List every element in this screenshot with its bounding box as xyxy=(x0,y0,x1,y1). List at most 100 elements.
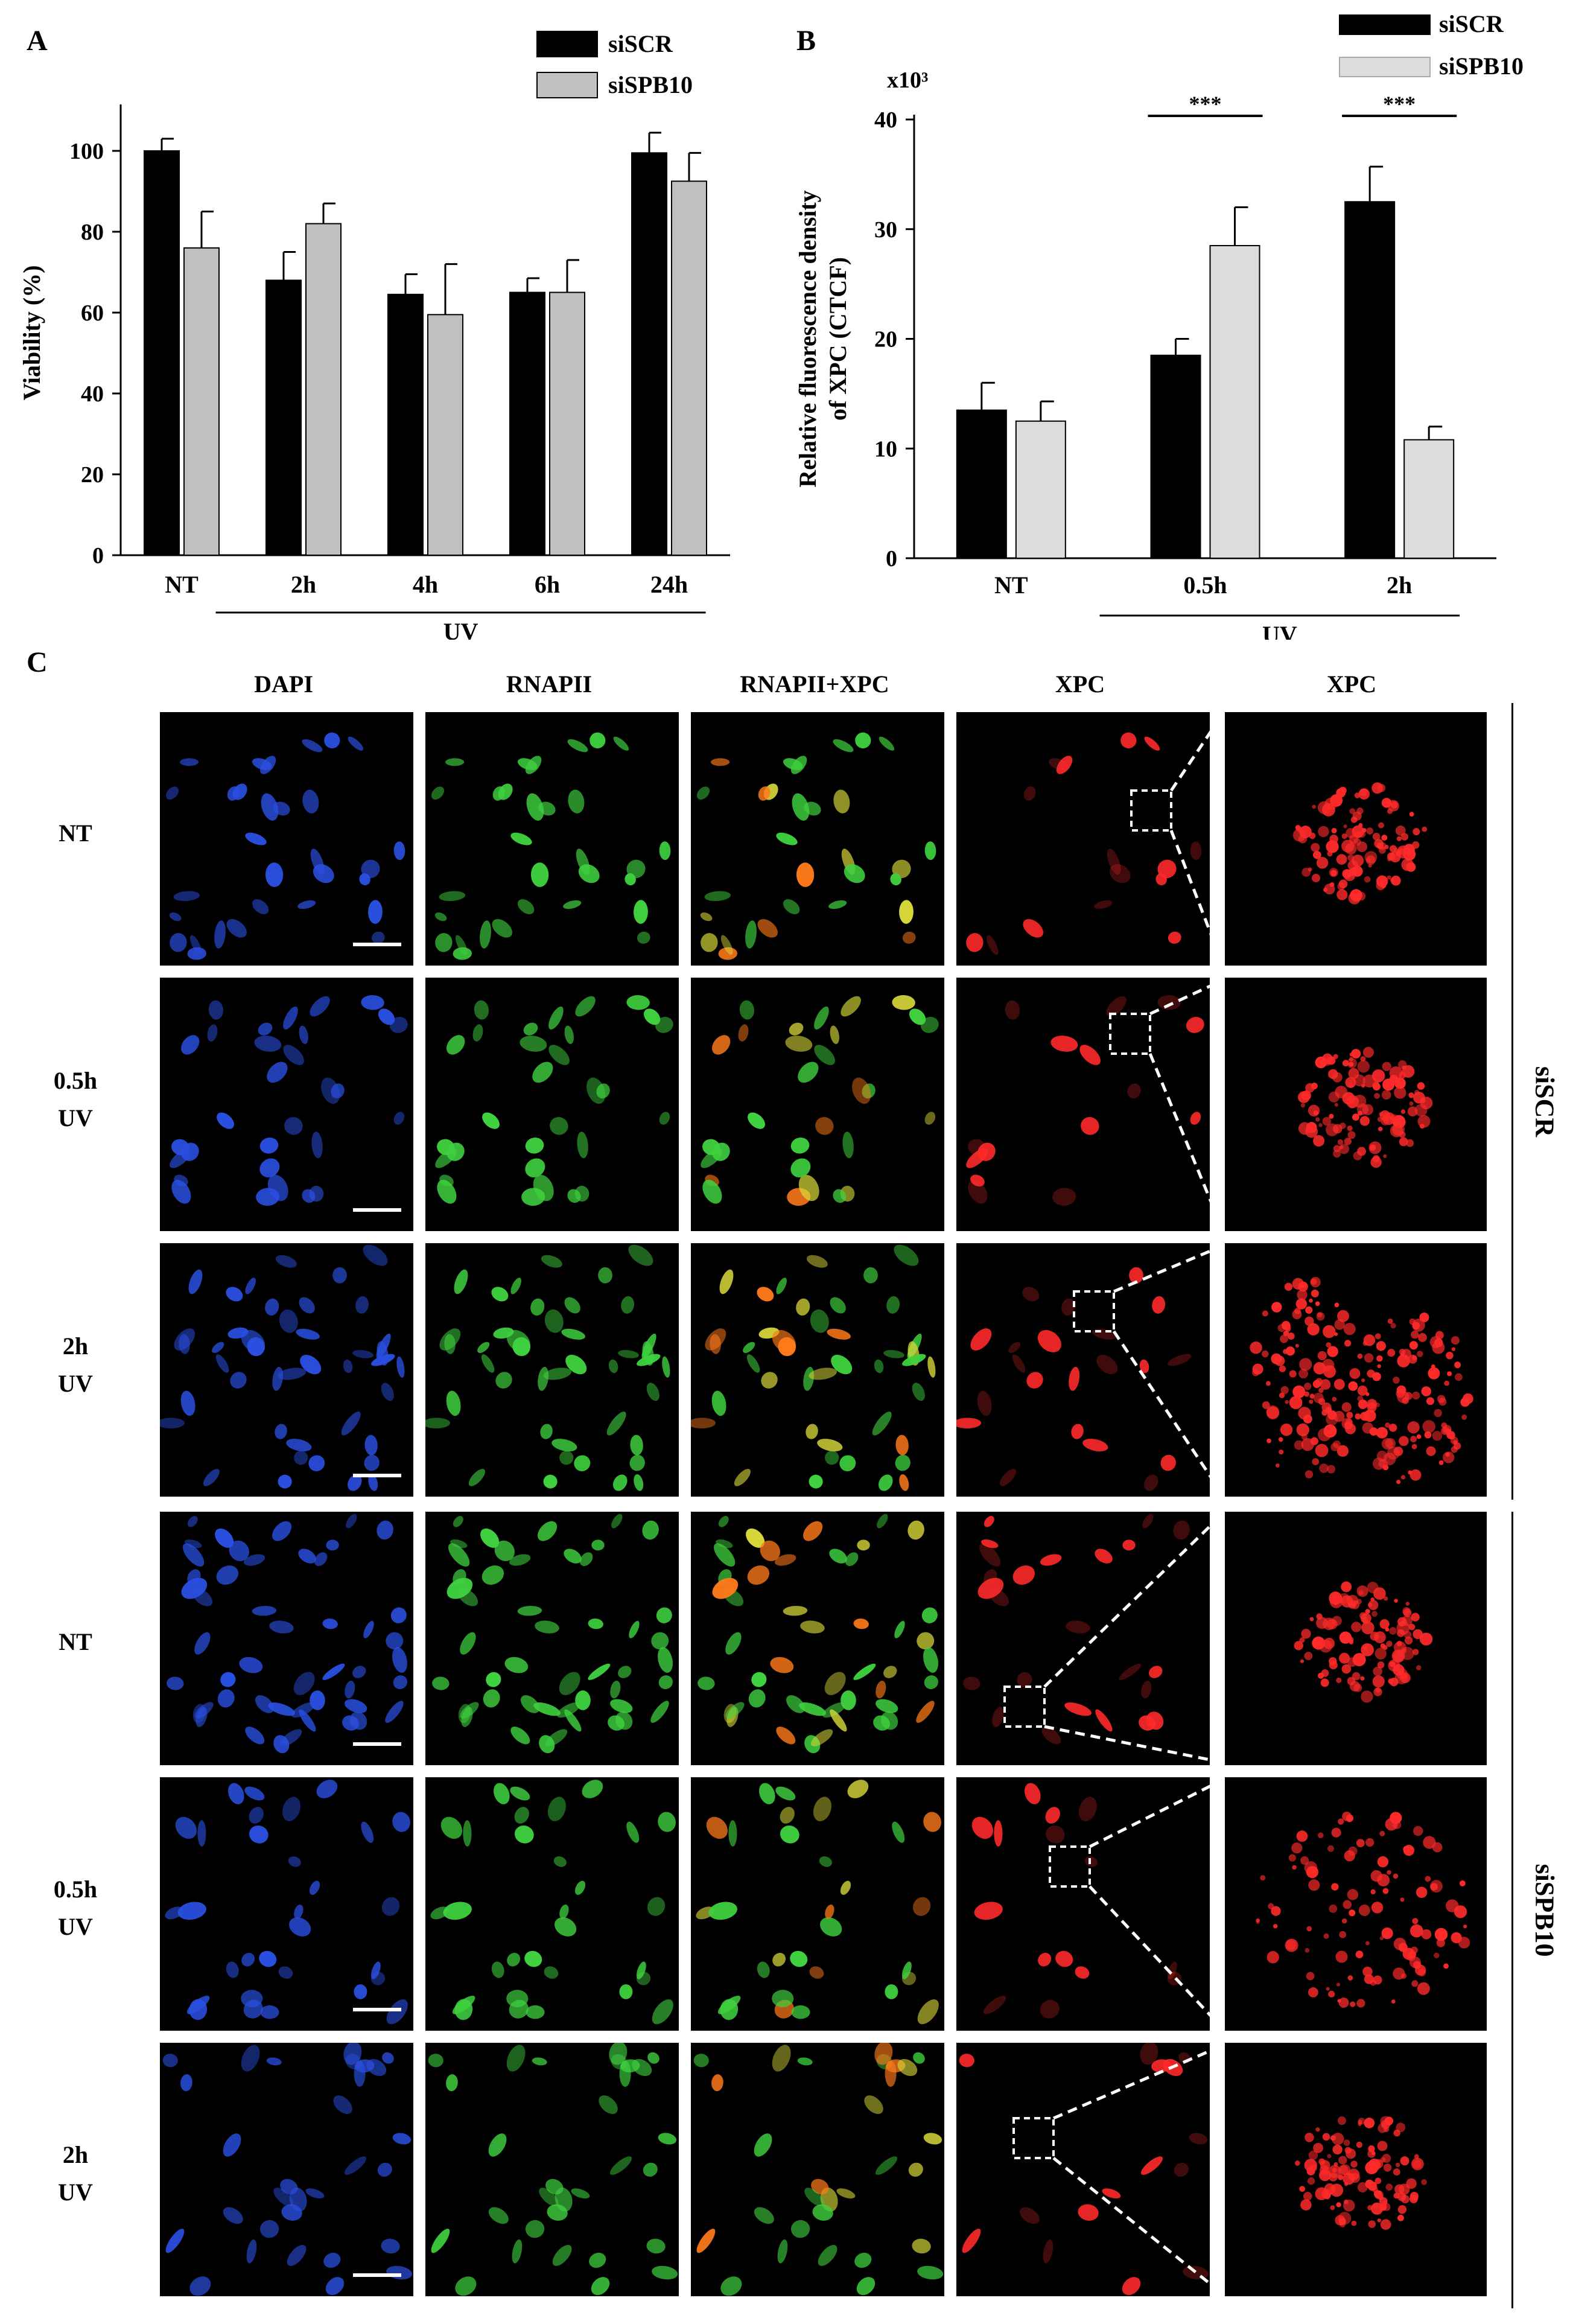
y-tick-label: 0 xyxy=(886,546,897,571)
nucleus xyxy=(704,891,731,902)
nucleus xyxy=(567,739,588,753)
nucleus xyxy=(659,1112,670,1125)
xpc-focus xyxy=(1344,1850,1355,1862)
xpc-focus xyxy=(1454,1442,1461,1450)
xpc-focus xyxy=(1412,1319,1425,1332)
xpc-focus xyxy=(1349,808,1356,815)
xpc-focus xyxy=(1317,1351,1327,1360)
nucleus xyxy=(986,935,999,955)
nucleus xyxy=(368,900,383,924)
nucleus xyxy=(460,1632,476,1655)
nucleus xyxy=(216,1565,239,1585)
nucleus xyxy=(610,1699,633,1713)
row-label-3: 2h UV xyxy=(15,1328,136,1402)
xpc-focus xyxy=(1323,1637,1335,1649)
nucleus xyxy=(165,2229,185,2253)
nucleus xyxy=(571,2188,590,2199)
nucleus xyxy=(790,756,807,774)
xpc-focus xyxy=(1446,1351,1454,1360)
nucleus xyxy=(912,1383,925,1401)
nucleus xyxy=(746,1528,765,1548)
nucleus xyxy=(517,899,535,914)
nucleus xyxy=(443,1902,472,1920)
xpc-focus xyxy=(1352,865,1363,877)
significance-label: *** xyxy=(1189,92,1222,116)
xpc-focus xyxy=(1397,1060,1407,1069)
xpc-focus xyxy=(1418,1969,1426,1976)
nucleus xyxy=(1078,2204,1099,2221)
xpc-focus xyxy=(1365,1609,1370,1614)
dapi-image-row-1 xyxy=(160,712,413,966)
xpc-focus xyxy=(1444,1380,1450,1386)
nucleus xyxy=(610,1680,621,1699)
xpc-focus xyxy=(1365,1392,1370,1396)
xpc-focus xyxy=(1252,1369,1260,1377)
uv-group-label: UV xyxy=(1262,621,1297,640)
xpc-focus xyxy=(1371,2151,1376,2156)
nucleus xyxy=(578,864,600,883)
xpc-focus xyxy=(1357,1385,1368,1396)
y-tick-label: 60 xyxy=(81,301,104,326)
xpc-focus xyxy=(1357,1353,1363,1359)
xpc-focus xyxy=(1349,1909,1356,1917)
nucleus xyxy=(877,1514,888,1529)
legend-swatch xyxy=(1339,57,1431,77)
nucleus xyxy=(265,862,284,887)
legend-label: siSCR xyxy=(1439,10,1504,37)
nucleus xyxy=(956,1418,982,1428)
nucleus xyxy=(774,1554,796,1566)
nucleus xyxy=(1141,1680,1152,1699)
xpc-focus xyxy=(1315,1444,1329,1457)
xpc-focus xyxy=(1292,1278,1304,1290)
zoom-region-box xyxy=(1109,1013,1151,1055)
nucleus xyxy=(377,2162,392,2177)
nucleus xyxy=(830,1709,847,1732)
nucleus xyxy=(259,756,276,774)
nucleus xyxy=(798,1062,819,1083)
nucleus xyxy=(979,1543,1001,1567)
xpc-zoom-image-row-6 xyxy=(1225,2043,1487,2296)
nucleus xyxy=(841,1690,856,1710)
nucleus xyxy=(747,1565,770,1585)
xpc-focus xyxy=(1375,2177,1382,2185)
nucleus xyxy=(844,864,865,883)
rnapii-image-row-4 xyxy=(425,1512,679,1765)
nucleus xyxy=(544,1966,559,1979)
nucleus xyxy=(841,996,861,1017)
xpc-focus xyxy=(1355,1950,1364,1958)
nucleus xyxy=(214,920,226,949)
nucleus xyxy=(564,1549,582,1564)
nucleus xyxy=(591,2277,610,2296)
nucleus xyxy=(590,732,606,749)
xpc-focus xyxy=(1362,1422,1374,1434)
nucleus xyxy=(241,1952,255,1967)
dapi-image-row-3 xyxy=(160,1243,413,1497)
nucleus xyxy=(1157,995,1181,1010)
nucleus xyxy=(1186,1017,1204,1033)
xpc-focus xyxy=(1315,1301,1320,1307)
nucleus xyxy=(696,2229,716,2253)
xpc-focus xyxy=(1322,2133,1330,2141)
xpc-focus xyxy=(1375,1687,1381,1693)
xpc-focus xyxy=(1349,1367,1361,1379)
nucleus xyxy=(642,1520,659,1540)
nucleus xyxy=(797,2057,813,2066)
xpc-focus xyxy=(1307,2177,1315,2185)
xpc-focus xyxy=(1424,1431,1432,1439)
nucleus xyxy=(1094,900,1113,909)
nucleus xyxy=(547,1797,566,1821)
nucleus xyxy=(563,900,582,909)
xpc-focus xyxy=(1331,1883,1339,1891)
nucleus xyxy=(913,2052,925,2064)
nucleus xyxy=(626,995,650,1010)
xpc-focus xyxy=(1407,1421,1420,1434)
nucleus xyxy=(825,1904,834,1919)
nucleus xyxy=(326,1539,339,1551)
nucleus xyxy=(698,1676,715,1690)
panel-label-b: B xyxy=(796,25,816,57)
nucleus xyxy=(1025,1783,1041,1804)
xpc-focus xyxy=(1364,1409,1376,1422)
nucleus xyxy=(725,1702,745,1719)
xpc-focus xyxy=(1379,847,1386,854)
xpc-focus xyxy=(1381,835,1388,841)
